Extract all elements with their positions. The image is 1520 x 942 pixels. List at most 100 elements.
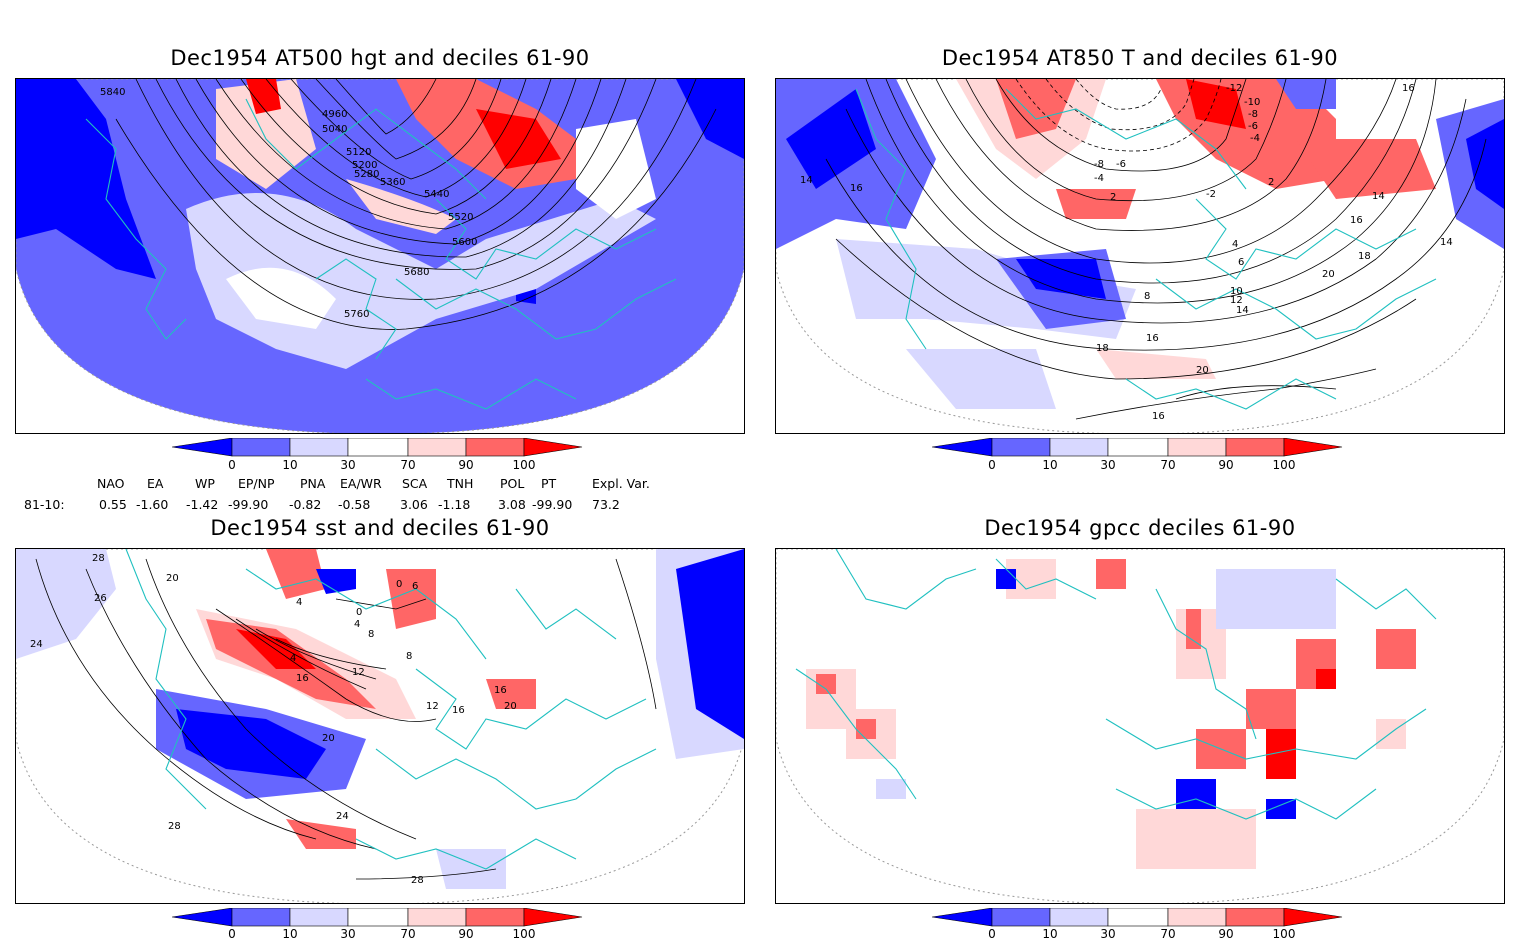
contour-label: 28 bbox=[411, 875, 424, 886]
colorbar-tick: 30 bbox=[340, 927, 355, 941]
contour-label: 8 bbox=[368, 629, 374, 640]
contour-labels-hgt500: 5840 4960 5040 5120 5200 5280 5360 5440 … bbox=[100, 87, 477, 320]
contour-label: 0 bbox=[356, 607, 362, 618]
contour-label: 5280 bbox=[354, 169, 379, 180]
panel-title-t850: Dec1954 AT850 T and deciles 61-90 bbox=[941, 46, 1339, 70]
colorbar-tick: 10 bbox=[282, 458, 297, 472]
colorbar-tick: 70 bbox=[400, 927, 415, 941]
contour-label: 5760 bbox=[344, 309, 369, 320]
contour-label: 16 bbox=[1402, 83, 1415, 94]
contour-label: 24 bbox=[30, 639, 43, 650]
contour-label: 20 bbox=[322, 733, 335, 744]
contour-label: 14 bbox=[800, 175, 813, 186]
contour-label: 5600 bbox=[452, 237, 477, 248]
contour-label: 5440 bbox=[424, 189, 449, 200]
contour-label: 5120 bbox=[346, 147, 371, 158]
contour-label: 24 bbox=[336, 811, 349, 822]
contour-label: -12 bbox=[1226, 83, 1242, 94]
colorbar-top-right: 0 10 30 70 90 100 bbox=[932, 438, 1343, 472]
contour-label: 4 bbox=[290, 653, 296, 664]
index-value-sca: 3.06 bbox=[400, 497, 428, 512]
index-header-pol: POL bbox=[500, 476, 525, 491]
index-value-pt: -99.90 bbox=[532, 497, 573, 512]
contour-label: -10 bbox=[1244, 97, 1260, 108]
contour-label: 10 bbox=[1230, 286, 1243, 297]
contour-label: 16 bbox=[1146, 333, 1159, 344]
contour-label: 16 bbox=[1350, 215, 1363, 226]
contour-label: 20 bbox=[166, 573, 179, 584]
contour-label: 20 bbox=[504, 701, 517, 712]
contour-label: 4 bbox=[1232, 239, 1238, 250]
index-header-explvar: Expl. Var. bbox=[592, 476, 650, 491]
colorbar-tick: 0 bbox=[988, 458, 996, 472]
contour-label: 14 bbox=[1236, 305, 1249, 316]
contour-label: -8 bbox=[1248, 109, 1258, 120]
height-contours bbox=[115, 79, 717, 330]
index-value-nao: 0.55 bbox=[99, 497, 127, 512]
contour-label: 14 bbox=[1440, 237, 1453, 248]
index-header-sca: SCA bbox=[402, 476, 428, 491]
colorbar-bottom-left: 0 10 30 70 90 100 bbox=[172, 908, 583, 941]
decile-low-extreme bbox=[16, 79, 156, 279]
index-header-ea: EA bbox=[147, 476, 164, 491]
colorbar-tick: 70 bbox=[1160, 458, 1175, 472]
index-value-pol: 3.08 bbox=[498, 497, 526, 512]
colorbar-bottom-right: 0 10 30 70 90 100 bbox=[932, 908, 1343, 941]
contour-label: 6 bbox=[412, 581, 418, 592]
colorbar-tick: 90 bbox=[1218, 927, 1233, 941]
map-panel-gpcc bbox=[775, 548, 1505, 904]
contour-label: 5040 bbox=[322, 124, 347, 135]
index-header-wp: WP bbox=[195, 476, 215, 491]
index-value-wp: -1.42 bbox=[186, 497, 219, 512]
index-value-explvar: 73.2 bbox=[592, 497, 620, 512]
colorbar-tick: 90 bbox=[1218, 458, 1233, 472]
index-header-nao: NAO bbox=[97, 476, 125, 491]
index-value-pna: -0.82 bbox=[289, 497, 322, 512]
index-header-epnp: EP/NP bbox=[238, 476, 275, 491]
colorbar-tick: 100 bbox=[513, 927, 536, 941]
contour-label: 12 bbox=[352, 667, 365, 678]
contour-label: 0 bbox=[396, 579, 402, 590]
panel-title-gpcc: Dec1954 gpcc deciles 61-90 bbox=[984, 516, 1296, 540]
panel-title-hgt500: Dec1954 AT500 hgt and deciles 61-90 bbox=[170, 46, 590, 70]
contour-label: 2 bbox=[1110, 192, 1116, 203]
colorbar-tick: 10 bbox=[1042, 458, 1057, 472]
contour-label: 18 bbox=[1358, 251, 1371, 262]
coastlines bbox=[85, 98, 677, 410]
map-panel-t850: 14 16 -12 -10 -8 -6 -4 -2 2 4 6 8 10 12 … bbox=[775, 78, 1505, 434]
contour-label: 5840 bbox=[100, 87, 125, 98]
contour-label: -8 bbox=[1094, 159, 1104, 170]
contour-label: 16 bbox=[850, 183, 863, 194]
contour-label: 16 bbox=[296, 673, 309, 684]
colorbar-tick: 0 bbox=[228, 458, 236, 472]
map-panel-sst: 28 20 26 24 0 4 0 4 8 12 16 4 8 12 16 20… bbox=[15, 548, 745, 904]
contour-label: 4 bbox=[296, 597, 302, 608]
colorbar-tick: 30 bbox=[1100, 927, 1115, 941]
contour-label: 5680 bbox=[404, 267, 429, 278]
precip-deciles bbox=[806, 559, 1416, 869]
colorbar-tick: 90 bbox=[458, 927, 473, 941]
contour-label: 4 bbox=[354, 619, 360, 630]
contour-label: -4 bbox=[1250, 133, 1260, 144]
contour-label: 5200 bbox=[352, 160, 377, 171]
contour-label: 5360 bbox=[380, 177, 405, 188]
colorbar-tick: 70 bbox=[400, 458, 415, 472]
contour-label: 12 bbox=[1230, 295, 1243, 306]
colorbar-tick: 30 bbox=[1100, 458, 1115, 472]
contour-label: 12 bbox=[426, 701, 439, 712]
contour-label: 16 bbox=[1152, 411, 1165, 422]
colorbar-tick: 0 bbox=[988, 927, 996, 941]
index-row-label: 81-10: bbox=[24, 497, 65, 512]
contour-label: -6 bbox=[1248, 121, 1258, 132]
colorbar-tick: 30 bbox=[340, 458, 355, 472]
contour-label: -6 bbox=[1116, 159, 1126, 170]
contour-label: 28 bbox=[92, 553, 105, 564]
colorbar-tick: 70 bbox=[1160, 927, 1175, 941]
contour-label: 2 bbox=[1268, 177, 1274, 188]
index-value-tnh: -1.18 bbox=[438, 497, 471, 512]
contour-label: 18 bbox=[1096, 343, 1109, 354]
contour-label: 4960 bbox=[322, 109, 347, 120]
contour-label: 16 bbox=[452, 705, 465, 716]
colorbar-top-left: 0 10 30 70 90 100 bbox=[172, 438, 583, 472]
contour-label: -2 bbox=[1206, 189, 1216, 200]
